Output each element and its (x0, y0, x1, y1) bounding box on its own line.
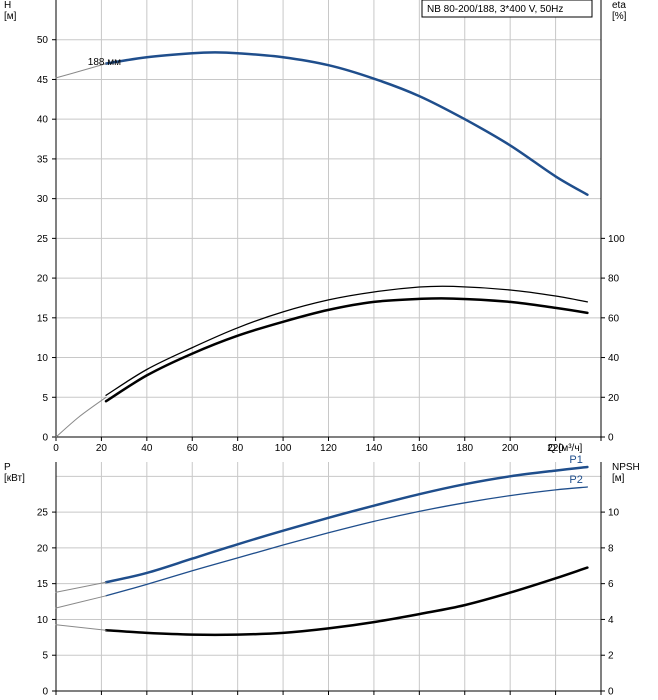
top-left-tick-label: 20 (37, 274, 49, 285)
top-impeller-annotation: 188 мм (88, 57, 121, 68)
top-right-tick-label: 40 (608, 353, 620, 364)
top-x-tick-label: 140 (366, 443, 383, 454)
title-box (421, 0, 593, 18)
top-x-tick-label: 60 (187, 443, 199, 454)
top-series-eta-lower (104, 297, 589, 403)
top-left-tick-label: 45 (37, 75, 49, 86)
top-series-eta-upper (105, 285, 589, 396)
bottom-right-tick-label: 10 (608, 508, 620, 519)
bottom-right-tick-label: 4 (608, 615, 614, 626)
top-right-axis-title: eta (612, 0, 626, 11)
top-x-tick-label: 80 (232, 443, 244, 454)
top-left-tick-label: 5 (42, 393, 48, 404)
top-right-axis-unit: [%] (612, 11, 627, 22)
bottom-left-axis-unit: [кВт] (4, 473, 25, 484)
bottom-left-tick-label: 15 (37, 579, 49, 590)
bottom-series-P-ext2 (55, 595, 107, 609)
head-efficiency-panel: 0 5 10 15 20 25 30 35 40 45 50 0 20 40 60 80 100 H[м] eta[… (4, 0, 627, 454)
top-left-tick-label: 25 (37, 234, 49, 245)
top-left-tick-label: 0 (42, 433, 48, 444)
bottom-series-NPSH (104, 566, 589, 637)
top-x-tick-label: 220 (547, 443, 564, 454)
bottom-left-tick-label: 20 (37, 543, 49, 554)
top-left-tick-label: 35 (37, 154, 49, 165)
top-right-tick-label: 0 (608, 433, 614, 444)
top-right-tick-label: 60 (608, 313, 620, 324)
bottom-right-tick-label: 2 (608, 651, 614, 662)
top-left-axis-unit: [м] (4, 11, 17, 22)
top-x-tick-label: 160 (411, 443, 428, 454)
top-series-H-ext (55, 63, 107, 79)
top-series-H (104, 51, 589, 196)
bottom-series-label-P1: P1 (569, 454, 582, 466)
bottom-left-tick-label: 10 (37, 615, 49, 626)
chart-title: NB 80-200/188, 3*400 V, 50Hz (427, 4, 563, 15)
top-left-axis-title: H (4, 0, 11, 11)
bottom-right-axis-unit: [м] (612, 473, 625, 484)
bottom-series-NPSH-ext (55, 624, 107, 631)
power-npsh-panel: 0 5 10 15 20 25 0 2 4 6 8 10 P[кВт] NPSH[м] P1 P2 (4, 454, 640, 697)
top-x-tick-label: 0 (53, 443, 59, 454)
bottom-series-label-P2: P2 (569, 474, 582, 486)
top-x-tick-label: 180 (456, 443, 473, 454)
bottom-right-axis-title: NPSH (612, 462, 640, 473)
top-left-tick-label: 30 (37, 194, 49, 205)
top-x-axis-title: Q [м³/ч] (548, 443, 583, 454)
top-x-tick-label: 40 (141, 443, 153, 454)
bottom-series-P-ext1 (55, 581, 107, 593)
top-series-eta-ext (55, 396, 107, 438)
top-x-tick-label: 200 (502, 443, 519, 454)
bottom-series-P1 (104, 465, 589, 584)
top-left-tick-label: 15 (37, 313, 49, 324)
bottom-left-tick-label: 0 (42, 687, 48, 698)
top-x-tick-label: 120 (320, 443, 337, 454)
top-left-tick-label: 10 (37, 353, 49, 364)
top-right-tick-label: 20 (608, 393, 620, 404)
top-x-tick-label: 100 (275, 443, 292, 454)
bottom-right-tick-label: 0 (608, 687, 614, 698)
bottom-right-tick-label: 6 (608, 579, 614, 590)
bottom-right-tick-label: 8 (608, 543, 614, 554)
top-left-tick-label: 40 (37, 115, 49, 126)
top-left-tick-label: 50 (37, 35, 49, 46)
top-right-tick-label: 100 (608, 234, 625, 245)
bottom-left-axis-title: P (4, 462, 11, 473)
top-x-tick-label: 20 (96, 443, 108, 454)
top-right-tick-label: 80 (608, 274, 620, 285)
bottom-left-tick-label: 5 (42, 651, 48, 662)
bottom-series-P2 (105, 486, 589, 597)
bottom-left-tick-label: 25 (37, 508, 49, 519)
